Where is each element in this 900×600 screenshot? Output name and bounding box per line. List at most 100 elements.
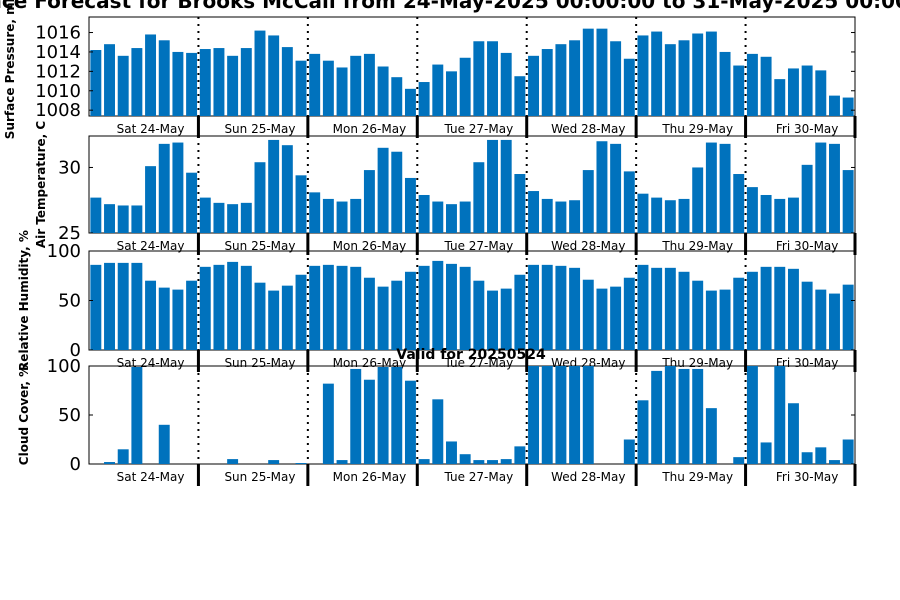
panel-relative-humidity-bar-20 [363,277,375,350]
panel-surface-pressure-mb-bar-13 [268,35,280,116]
panel-surface-pressure-mb-bar-53 [815,70,827,116]
panel-surface-pressure-mb-day-label-6: Fri 30-May [776,122,839,136]
panel-relative-humidity-bar-16 [309,265,321,350]
panel-relative-humidity-bar-30 [500,288,512,350]
panel-air-temperature-c-bar-42 [664,200,676,233]
panel-surface-pressure-mb-bar-49 [760,56,772,116]
panel-surface-pressure-mb-ytick-label-4: 1016 [35,23,81,44]
panel-cloud-cover-bar-47 [733,457,745,464]
panel-surface-pressure-mb-bar-7 [186,52,198,116]
panel-surface-pressure-mb-bar-9 [213,48,225,117]
panel-relative-humidity-bar-41 [651,267,663,350]
panel-cloud-cover-day-label-2: Mon 26-May [333,470,407,484]
panel-surface-pressure-mb-bar-24 [418,82,430,116]
panel-cloud-cover-frame [88,365,856,465]
panel-air-temperature-c-bar-35 [569,200,581,233]
panel-air-temperature-c-bar-14 [281,145,293,233]
panel-cloud-cover-day-label-0: Sat 24-May [117,470,185,484]
panel-cloud-cover-day-label-6: Fri 30-May [776,470,839,484]
panel-cloud-cover-bar-15 [295,463,307,464]
panel-air-temperature-c-bar-17 [322,198,334,233]
panel-air-temperature-c-bar-30 [500,139,512,233]
panel-surface-pressure-mb-bar-17 [322,60,334,116]
panel-relative-humidity-bar-5 [158,287,170,350]
panel-cloud-cover-day-label-4: Wed 28-May [551,470,625,484]
panel-relative-humidity-bar-15 [295,274,307,350]
panel-cloud-cover-bar-25 [432,399,444,464]
panel-surface-pressure-mb-bar-54 [829,95,840,116]
panel-surface-pressure-mb-bar-50 [774,79,786,116]
panel-air-temperature-c-bar-45 [705,142,717,233]
panel-air-temperature-c-ytick-label-0: 25 [58,223,81,244]
panel-relative-humidity-bar-10 [227,261,239,350]
figure-title: Surface Forecast for Brooks McCall from … [0,0,900,13]
panel-air-temperature-c-bar-43 [678,198,690,233]
panel-surface-pressure-mb-bar-34 [555,44,567,116]
panel-surface-pressure-mb-bar-0 [90,50,102,116]
panel-relative-humidity-bar-18 [336,265,348,350]
panel-cloud-cover-bar-18 [336,460,348,464]
panel-surface-pressure-mb-bar-21 [377,66,389,116]
panel-surface-pressure-mb-ytick-label-1: 1010 [35,81,81,102]
panel-cloud-cover-bar-3 [131,366,143,464]
panel-surface-pressure-mb-bar-8 [199,49,211,116]
panel-relative-humidity-bar-52 [801,281,813,350]
panel-relative-humidity-bar-23 [404,271,416,350]
panel-air-temperature-c-bar-12 [254,162,266,233]
panel-relative-humidity-bar-49 [760,266,772,350]
panel-surface-pressure-mb-bar-1 [104,44,115,116]
panel-surface-pressure-mb-day-label-3: Tue 27-May [443,122,513,136]
panel-relative-humidity-bar-7 [186,280,198,350]
panel-air-temperature-c-bar-3 [131,205,143,233]
panel-cloud-cover-bar-1 [104,462,115,464]
panel-air-temperature-c-bar-25 [432,201,444,233]
panel-surface-pressure-mb-day-label-4: Wed 28-May [551,122,625,136]
panel-relative-humidity-bar-37 [596,288,608,350]
panel-surface-pressure-mb-bar-44 [692,33,704,116]
panel-air-temperature-c-bar-33 [541,198,553,233]
panel-cloud-cover-bar-49 [760,442,772,464]
panel-surface-pressure-mb-bar-23 [404,88,416,116]
panel-air-temperature-c-bar-44 [692,167,704,233]
panel-air-temperature-c-bar-54 [829,143,840,233]
panel-air-temperature-c-bar-51 [787,197,799,233]
panel-cloud-cover-bar-19 [350,368,362,464]
panel-cloud-cover-day-label-3: Tue 27-May [443,470,513,484]
panel-relative-humidity-bar-17 [322,264,334,350]
panel-cloud-cover-bar-50 [774,366,786,464]
panel-relative-humidity: 0 50 100 Sat 24-May Sun 25-May Mon 26-May Tue … [17,230,857,372]
panel-surface-pressure-mb-bar-35 [569,40,581,116]
panel-relative-humidity-bar-29 [487,290,498,350]
panel-cloud-cover-bar-26 [446,441,457,464]
panel-surface-pressure-mb-ytick-label-2: 1012 [35,61,81,82]
panel-relative-humidity-bar-53 [815,289,827,350]
panel-surface-pressure-mb-ytick-label-0: 1008 [35,100,81,121]
panel-relative-humidity-bar-32 [528,264,540,350]
panel-relative-humidity-bar-33 [541,264,553,350]
panel-air-temperature-c-bar-41 [651,197,663,233]
panel-surface-pressure-mb-bar-45 [705,31,717,117]
panel-surface-pressure-mb-bar-6 [172,51,184,116]
panel-cloud-cover-bar-43 [678,368,690,464]
panel-air-temperature-c-day-label-2: Mon 26-May [333,239,407,253]
panel-surface-pressure-mb-bar-47 [733,65,745,116]
panel-cloud-cover-bar-23 [404,380,416,464]
panel-relative-humidity-bar-36 [582,279,594,350]
panel-surface-pressure-mb-bar-12 [254,30,266,117]
panel-cloud-cover-bar-51 [787,403,799,464]
panel-cloud-cover-bar-10 [227,459,239,464]
panel-surface-pressure-mb-bar-11 [240,48,252,117]
panel-surface-pressure-mb-bar-27 [459,57,471,116]
panel-surface-pressure-mb-bar-3 [131,48,143,117]
panel-air-temperature-c-bar-16 [309,192,321,233]
panel-relative-humidity-bar-54 [829,293,840,350]
panel-air-temperature-c-bar-9 [213,202,225,233]
panel-relative-humidity-bar-25 [432,260,444,350]
panel-air-temperature-c-bar-11 [240,202,252,233]
panel-surface-pressure-mb-bar-28 [473,41,485,117]
panel-cloud-cover-ytick-label-1: 50 [58,405,81,426]
panel-relative-humidity-bar-26 [446,263,457,350]
panel-cloud-cover-day-label-1: Sun 25-May [224,470,295,484]
panel-relative-humidity-bar-38 [610,286,622,350]
